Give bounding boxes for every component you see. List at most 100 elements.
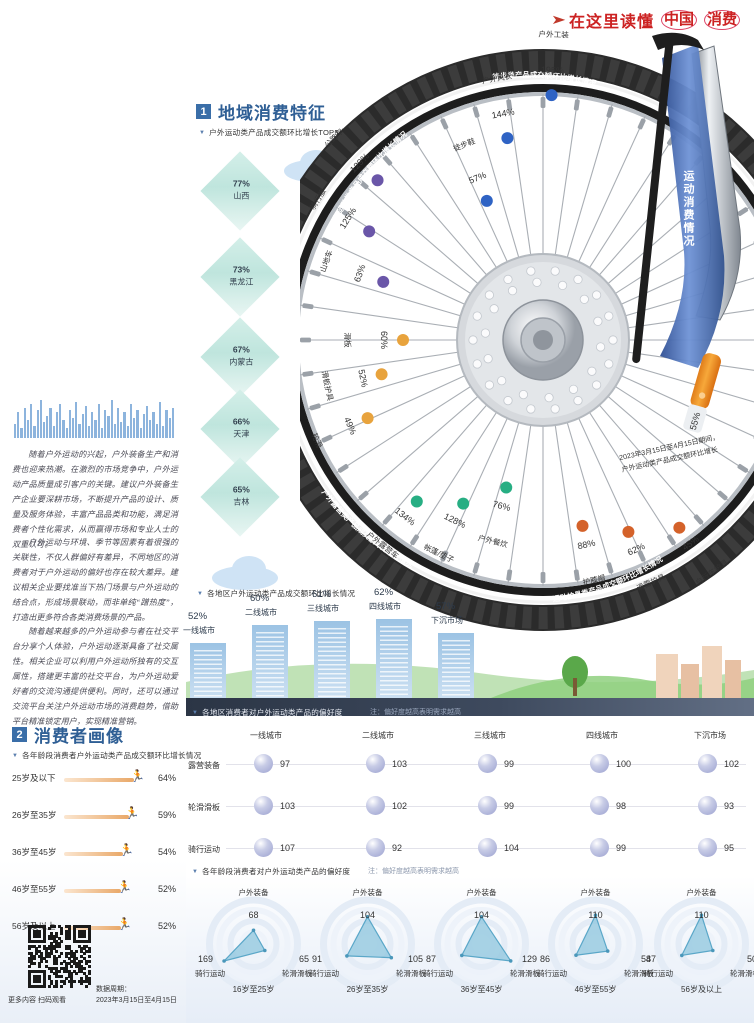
masthead-badge-2: 消费 [703,10,740,30]
age-label-2: 26岁至35岁 [12,810,57,820]
pref-value-r1-c2: 103 [392,759,408,769]
radar-svg-3 [434,896,529,992]
section-2-heading: 2 消费者画像 [12,722,124,747]
wheel-data-value-7: 60% [379,331,389,349]
radar-2-right-value: 105 [407,954,423,964]
pref-value-r2-c3: 99 [504,801,515,811]
radar-3-right-value: 129 [521,954,537,964]
age-row-3: 36岁至45岁 🏃 54% [12,843,184,861]
radar-chart-3: 户外装备 104 87 129 骑行运动 轮滑滑板 36岁至45岁 [423,888,540,996]
city-bar-value-4: 62% [374,587,394,598]
runner-icon-3: 🏃 [119,843,135,857]
radar-svg-2 [320,896,415,992]
qr-code[interactable] [28,925,91,988]
age-value-1: 64% [158,773,177,783]
radar-2-top-label: 户外装备 [352,888,383,897]
wheel-data-value-5: 144% [491,107,515,121]
wheel-data-point-1 [377,275,390,288]
runner-icon-5: 🏃 [117,917,133,931]
data-period: 数据周期： 2023年3月15日至4月15日 [96,985,177,1006]
section-1-number: 1 [196,104,211,119]
radar-svg-1 [206,896,301,992]
pref-bubble-r1-c1 [254,754,273,773]
data-period-label: 数据周期： [96,986,131,993]
pref-value-r1-c3: 99 [504,759,515,769]
wheel-data-label-6: 户外工装 [538,29,569,40]
wheel-data-point-10 [410,495,423,508]
subhead-age-pref: 各年龄段消费者对户外运动类产品的偏好度 [192,866,350,877]
city-bar-2 [252,625,288,705]
pref-col-header-5: 下沉市场 [694,731,726,740]
radar-5-top-value: 110 [694,910,709,920]
city-bar-5 [438,633,474,705]
cloud-icon-4 [232,556,266,582]
radar-5-top-label: 户外装备 [686,888,717,897]
wheel-data-value-8: 52% [356,368,370,388]
pref-note-2: 注：偏好度越高表明需求越高 [368,868,459,875]
runner-icon-4: 🏃 [117,880,133,894]
section-2-number: 2 [12,727,27,742]
age-value-2: 59% [158,810,177,820]
radar-5-left-value: 87 [646,954,657,964]
wheel-highlight-value: 55% [688,411,703,431]
pref-value-r3-c1: 107 [280,843,296,853]
wheel-data-label-4: 徒步鞋 [452,135,477,153]
wheel-data-point-3 [371,174,384,187]
city-bar-label-4: 四线城市 [369,602,401,611]
radar-4-right-label: 轮滑滑板 [624,969,654,978]
radar-1-right-label: 轮滑滑板 [282,969,312,978]
radar-4-top-value: 110 [588,910,603,920]
fork-vertical-label: 运动消费情况 [682,170,695,248]
pref-row-label-2: 轮滑滑板 [188,803,220,812]
radar-5-right-label: 轮滑滑板 [730,969,754,978]
radar-3-caption: 36岁至45岁 [460,985,503,994]
pref-note-1: 注：偏好度越高表明需求越高 [370,709,461,716]
runner-icon-2: 🏃 [124,806,140,820]
pref-bubble-r2-c5 [698,796,717,815]
radar-2-left-label: 骑行运动 [309,969,339,978]
radar-2-top-value: 104 [359,910,376,920]
pref-value-r2-c2: 102 [392,801,408,811]
article-paragraph-1: 随着户外运动的兴起，户外装备生产和消费也迎来热潮。在激烈的市场竞争中，户外运动产… [12,450,178,549]
age-bar-1 [64,778,135,782]
age-bar-2 [64,815,129,819]
province-diamond-text: 66% 天津 [232,416,250,439]
qr-caption: 更多内容 扫码观看 [8,997,66,1004]
radar-4-right-value: 54 [640,954,651,964]
radar-1-right-value: 65 [298,954,309,964]
pref-value-r2-c5: 93 [724,801,735,811]
pref-bubble-r1-c3 [478,754,497,773]
province-diamond-3: 67% 内蒙古 [200,317,280,397]
age-bar-5 [64,926,122,930]
province-diamond-text: 77% 山西 [232,178,250,201]
radar-2-caption: 26岁至35岁 [346,985,389,994]
bicycle-wheel-chart: 55% 骑行运动类产品成交额环比增长情况 徒步类产品成交额环比增长情况 滑板滑雪… [300,20,754,700]
article-paragraph-3: 随着越来越多的户外运动参与者在社交平台分享个人体验，户外运动逐渐具备了社交属性。… [12,627,178,726]
region-preference-table: 一线城市 二线城市 三线城市 四线城市 下沉市场 露营装备 97 103 99 100 102 轮滑滑… [186,716,754,862]
section-2-title: 消费者画像 [34,727,124,746]
pref-row-label-1: 露营装备 [188,761,220,770]
city-bar-4 [376,619,412,705]
pref-value-r3-c4: 99 [616,843,627,853]
radar-svg-4 [548,896,643,992]
radar-3-right-label: 轮滑滑板 [510,969,540,978]
pref-bubble-r1-c2 [366,754,385,773]
province-diamond-text: 73% 黑龙江 [229,264,254,287]
city-bar-3 [314,621,350,705]
age-value-3: 54% [158,847,177,857]
age-bar-3 [64,852,124,856]
radar-2-left-value: 91 [312,954,323,964]
radar-svg-5 [654,896,749,992]
section-1-heading: 1 地域消费特征 [196,99,326,124]
wheel-data-point-13 [576,519,589,532]
pref-bubble-r2-c2 [366,796,385,815]
age-label-3: 36岁至45岁 [12,847,57,857]
masthead: ➤ 在这里读懂 中国 消费 [551,8,740,32]
pref-col-header-2: 二线城市 [362,731,394,740]
pref-bubble-r2-c4 [590,796,609,815]
subhead-region-growth: 各地区户外运动类产品成交额环比增长情况 [197,588,355,599]
left-article-column [0,0,186,713]
province-diamond-text: 65% 吉林 [232,484,250,507]
radar-4-caption: 46岁至55岁 [574,985,617,994]
